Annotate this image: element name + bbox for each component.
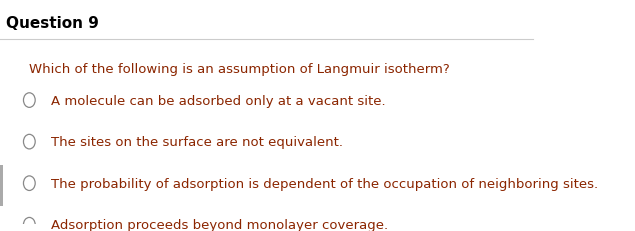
Text: A molecule can be adsorbed only at a vacant site.: A molecule can be adsorbed only at a vac… <box>51 94 385 107</box>
Text: Which of the following is an assumption of Langmuir isotherm?: Which of the following is an assumption … <box>29 63 450 76</box>
Text: The probability of adsorption is dependent of the occupation of neighboring site: The probability of adsorption is depende… <box>51 177 598 190</box>
Bar <box>0 165 3 206</box>
Text: The sites on the surface are not equivalent.: The sites on the surface are not equival… <box>51 136 343 149</box>
Text: Question 9: Question 9 <box>6 16 99 30</box>
Text: Adsorption proceeds beyond monolayer coverage.: Adsorption proceeds beyond monolayer cov… <box>51 218 388 231</box>
